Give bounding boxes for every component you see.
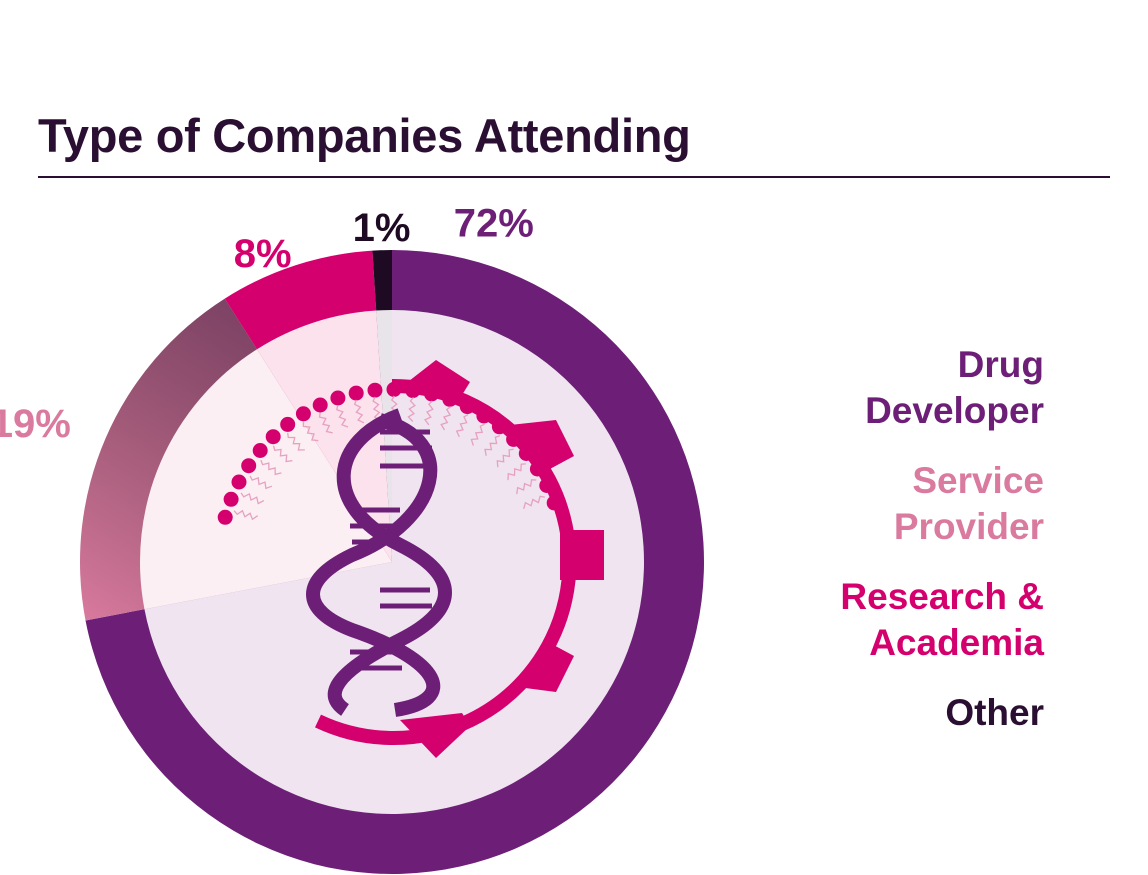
legend-item: Service Provider (893, 460, 1044, 547)
slice-label-service-provider: 19% (0, 402, 71, 446)
membrane-tail (249, 475, 273, 490)
membrane-tail (523, 495, 545, 509)
membrane-tail (496, 448, 514, 468)
membrane-tail (302, 421, 319, 442)
membrane-dot (424, 386, 440, 402)
membrane-tail (440, 406, 452, 431)
membrane-dot (241, 458, 257, 474)
dna-helix-icon (306, 408, 452, 717)
membrane-tail (336, 404, 349, 428)
membrane-dot (265, 429, 281, 445)
legend-item: Drug Developer (865, 344, 1044, 431)
membrane-dot (348, 385, 364, 401)
membrane-tail (470, 423, 485, 446)
legend: Drug Developer Service Provider Research &… (840, 342, 1044, 760)
membrane-tail (455, 413, 469, 438)
membrane-tail (272, 445, 293, 463)
title-divider (38, 176, 1110, 178)
membrane-tail (233, 509, 259, 521)
membrane-tail (372, 396, 381, 422)
membrane-dot (459, 399, 475, 415)
membrane-dot (506, 431, 522, 447)
membrane-tail (353, 399, 365, 424)
membrane-tail (287, 432, 305, 451)
membrane-tail (318, 412, 333, 434)
membrane-tail (423, 400, 434, 426)
membrane-tail (484, 435, 501, 456)
membrane-dot (405, 383, 421, 399)
legend-item: Other (945, 692, 1044, 733)
membrane-tail (516, 479, 537, 495)
membrane-dot (546, 495, 562, 511)
membrane-dot (442, 391, 458, 407)
membrane-dot (231, 474, 247, 490)
slice-label-research-academia: 8% (234, 232, 292, 276)
slice-label-other: 1% (353, 206, 411, 250)
membrane-dot (330, 390, 346, 406)
inner-slice-other (376, 310, 392, 562)
membrane-dot (295, 406, 311, 422)
inner-slice-service-provider (139, 349, 392, 610)
legend-item: Research & Academia (840, 576, 1044, 663)
slice-labels: 72% 19% 8% 1% (0, 202, 534, 446)
membrane-tail (507, 463, 526, 481)
membrane-dot (312, 397, 328, 413)
membrane-tail (407, 396, 416, 422)
membrane-dot (529, 461, 545, 477)
lipid-membrane-icon (217, 381, 562, 525)
inner-slice-research-academia (256, 310, 392, 562)
membrane-dot (367, 382, 383, 398)
slice-label-drug-developer: 72% (454, 202, 534, 246)
membrane-dot (476, 408, 492, 424)
membrane-dot (252, 443, 268, 458)
membrane-dot (223, 491, 239, 507)
membrane-dot (518, 446, 534, 461)
membrane-dot (280, 416, 296, 432)
membrane-dot (491, 419, 507, 435)
membrane-dot (386, 381, 402, 397)
membrane-dot (217, 509, 233, 525)
membrane-tail (240, 492, 265, 505)
membrane-tail (260, 459, 282, 476)
chart-title: Type of Companies Attending (38, 109, 691, 162)
membrane-dot (539, 478, 555, 493)
